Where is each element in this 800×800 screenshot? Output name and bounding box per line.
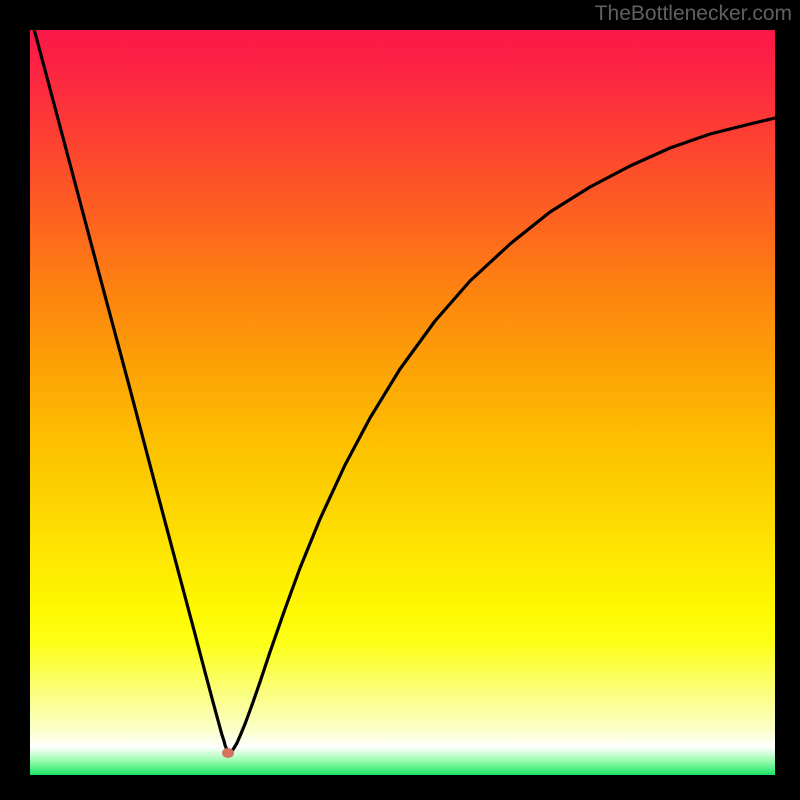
watermark-text: TheBottlenecker.com [595, 2, 792, 26]
curve-overlay [0, 0, 800, 800]
chart-container: TheBottlenecker.com [0, 0, 800, 800]
bottleneck-curve [30, 14, 775, 754]
minimum-marker [222, 748, 234, 758]
